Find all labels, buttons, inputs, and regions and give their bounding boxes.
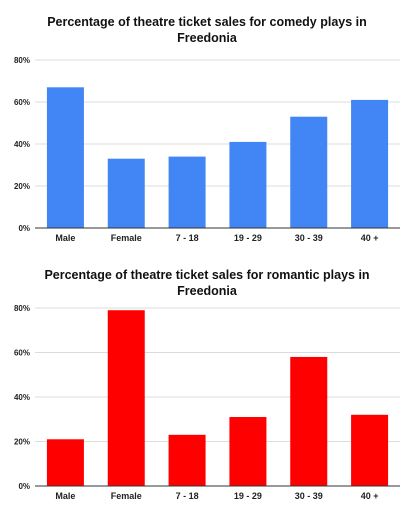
comedy-x-tick-label: Female	[111, 233, 142, 243]
romantic-chart-x-axis: Male Female 7 - 18 19 - 29 30 - 39 40 +	[55, 491, 378, 501]
comedy-chart-x-axis: Male Female 7 - 18 19 - 29 30 - 39 40 +	[55, 233, 378, 243]
comedy-x-tick-label: 30 - 39	[295, 233, 323, 243]
comedy-y-tick-label: 20%	[14, 182, 30, 191]
comedy-chart-title-line-1: Percentage of theatre ticket sales for c…	[47, 15, 367, 29]
comedy-bar	[351, 99, 389, 229]
comedy-y-tick-label: 60%	[14, 98, 30, 107]
romantic-chart: Percentage of theatre ticket sales for r…	[14, 268, 400, 501]
comedy-chart: Percentage of theatre ticket sales for c…	[14, 15, 400, 243]
romantic-bar	[107, 310, 145, 486]
romantic-x-tick-label: Female	[111, 491, 142, 501]
romantic-chart-bars	[46, 310, 389, 486]
romantic-x-tick-label: 40 +	[361, 491, 379, 501]
romantic-bar	[351, 414, 389, 486]
comedy-x-tick-label: 40 +	[361, 233, 379, 243]
comedy-x-tick-label: 19 - 29	[234, 233, 262, 243]
romantic-x-tick-label: Male	[55, 491, 75, 501]
comedy-x-tick-label: 7 - 18	[176, 233, 199, 243]
romantic-x-tick-label: 19 - 29	[234, 491, 262, 501]
comedy-y-tick-label: 0%	[18, 224, 30, 233]
romantic-chart-title-line-1: Percentage of theatre ticket sales for r…	[44, 268, 369, 282]
comedy-x-tick-label: Male	[55, 233, 75, 243]
romantic-bar	[229, 417, 267, 486]
romantic-bar	[46, 439, 84, 486]
romantic-chart-title-line-2: Freedonia	[177, 284, 238, 298]
comedy-chart-bars	[46, 87, 389, 229]
comedy-chart-gridlines	[35, 59, 400, 187]
romantic-y-tick-label: 0%	[18, 482, 30, 491]
comedy-bar	[107, 158, 145, 228]
comedy-bar	[168, 156, 206, 228]
comedy-bar	[290, 116, 328, 228]
comedy-bar	[46, 87, 84, 228]
comedy-y-tick-label: 40%	[14, 140, 30, 149]
romantic-y-tick-label: 40%	[14, 393, 30, 402]
romantic-x-tick-label: 30 - 39	[295, 491, 323, 501]
comedy-bar	[229, 141, 267, 228]
romantic-y-tick-label: 20%	[14, 438, 30, 447]
romantic-bar	[168, 434, 206, 486]
romantic-x-tick-label: 7 - 18	[176, 491, 199, 501]
romantic-chart-y-axis: 0% 20% 40% 60% 80%	[14, 304, 400, 491]
romantic-bar	[290, 356, 328, 486]
romantic-y-tick-label: 80%	[14, 304, 30, 313]
comedy-chart-y-axis: 0% 20% 40% 60% 80%	[14, 56, 400, 233]
romantic-chart-gridlines	[35, 307, 400, 442]
comedy-chart-title-line-2: Freedonia	[177, 31, 238, 45]
comedy-y-tick-label: 80%	[14, 56, 30, 65]
romantic-y-tick-label: 60%	[14, 349, 30, 358]
